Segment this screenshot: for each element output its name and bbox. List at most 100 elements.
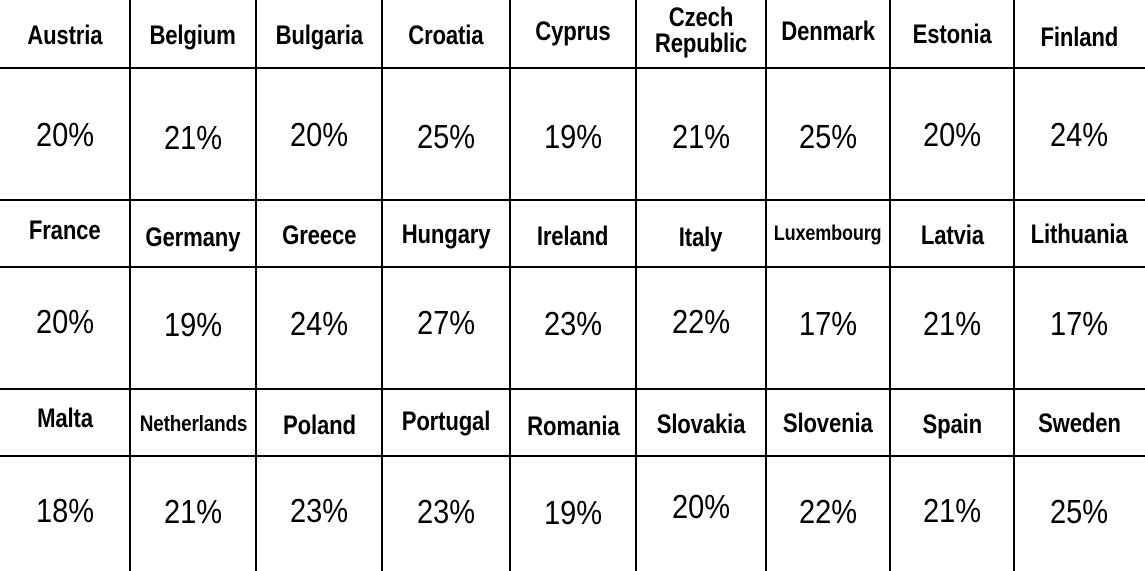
vat-rate-value: 17%: [798, 305, 858, 342]
country-name: Denmark: [781, 16, 875, 47]
country-cell: Germany: [130, 204, 256, 271]
country-name: Netherlands: [139, 411, 247, 437]
rate-cell: 27%: [382, 262, 510, 384]
vat-rate-value: 23%: [416, 492, 476, 530]
grid-line-vertical: [509, 0, 511, 571]
rate-cell: 21%: [636, 71, 766, 203]
grid-line-vertical: [381, 0, 383, 571]
country-name: Czech Republic: [654, 2, 748, 58]
rate-cell: 18%: [0, 453, 130, 568]
country-name: Poland: [282, 409, 356, 440]
vat-rate-value: 25%: [416, 118, 476, 155]
country-cell: Czech Republic: [636, 0, 766, 65]
country-name: Italy: [679, 221, 723, 252]
rate-cell: 24%: [256, 263, 382, 385]
country-cell: Cyprus: [510, 0, 636, 66]
country-name: Latvia: [920, 219, 984, 250]
country-cell: France: [0, 197, 130, 264]
country-cell: Denmark: [766, 0, 890, 66]
country-cell: Ireland: [510, 203, 636, 270]
vat-rate-value: 22%: [798, 492, 858, 530]
country-name: Croatia: [408, 20, 484, 51]
rate-cell: 23%: [382, 454, 510, 569]
rate-cell: 21%: [890, 263, 1014, 385]
country-name: Sweden: [1038, 407, 1121, 438]
country-name: Finland: [1040, 22, 1119, 53]
rate-cell: 25%: [1014, 454, 1145, 569]
grid-line-horizontal: [0, 266, 1145, 268]
vat-rate-value: 21%: [922, 305, 982, 342]
country-name: Austria: [27, 20, 103, 51]
rate-cell: 19%: [510, 455, 636, 570]
vat-rate-value: 22%: [671, 303, 731, 340]
vat-rate-value: 20%: [35, 116, 95, 153]
country-cell: Netherlands: [130, 391, 256, 458]
rate-cell: 19%: [130, 264, 256, 386]
vat-rate-value: 21%: [163, 492, 223, 530]
rate-cell: 21%: [130, 72, 256, 204]
country-cell: Luxembourg: [766, 200, 890, 267]
rate-cell: 20%: [636, 449, 766, 564]
vat-rate-value: 27%: [416, 304, 476, 341]
grid-line-horizontal: [0, 388, 1145, 390]
vat-rate-value: 24%: [1050, 116, 1109, 153]
country-cell: Portugal: [382, 388, 510, 455]
rate-cell: 19%: [510, 71, 636, 203]
vat-rate-value: 25%: [1050, 492, 1109, 530]
grid-line-horizontal: [0, 67, 1145, 69]
country-name: Greece: [281, 219, 357, 250]
vat-rate-value: 20%: [922, 116, 982, 153]
country-name: Belgium: [149, 20, 237, 51]
vat-rate-value: 25%: [798, 118, 858, 155]
country-name: Hungary: [401, 218, 491, 249]
country-cell: Latvia: [890, 202, 1014, 269]
rate-cell: 22%: [766, 454, 890, 569]
country-name: Portugal: [401, 405, 491, 436]
country-name: Ireland: [537, 220, 609, 251]
country-name: Slovenia: [783, 407, 873, 438]
country-cell: Italy: [636, 204, 766, 271]
country-cell: Poland: [256, 392, 382, 459]
vat-rate-value: 18%: [35, 491, 95, 529]
grid-line-vertical: [129, 0, 131, 571]
country-name: Germany: [145, 221, 241, 252]
vat-rate-value: 19%: [543, 493, 603, 531]
grid-line-vertical: [889, 0, 891, 571]
vat-rate-value: 19%: [163, 306, 223, 343]
grid-line-vertical: [255, 0, 257, 571]
country-cell: Bulgaria: [256, 2, 382, 70]
rate-cell: 20%: [0, 69, 130, 201]
vat-rate-value: 23%: [543, 305, 603, 342]
grid-line-vertical: [765, 0, 767, 571]
country-cell: Croatia: [382, 2, 510, 70]
rate-cell: 20%: [890, 69, 1014, 201]
vat-rate-value: 19%: [543, 118, 603, 155]
vat-rate-value: 20%: [671, 487, 731, 525]
grid-line-vertical: [635, 0, 637, 571]
country-cell: Slovakia: [636, 391, 766, 458]
vat-rate-value: 24%: [289, 305, 349, 342]
country-cell: Spain: [890, 391, 1014, 458]
rate-cell: 21%: [890, 453, 1014, 568]
country-cell: Malta: [0, 385, 130, 452]
country-name: Cyprus: [535, 16, 611, 47]
rate-cell: 25%: [382, 71, 510, 203]
rate-cell: 21%: [130, 454, 256, 569]
rate-cell: 23%: [256, 453, 382, 568]
country-name: Luxembourg: [774, 221, 882, 245]
country-cell: Lithuania: [1014, 201, 1145, 268]
vat-rate-value: 21%: [922, 491, 982, 529]
country-name: Lithuania: [1031, 218, 1128, 249]
grid-line-vertical: [1013, 0, 1015, 571]
country-cell: Austria: [0, 2, 130, 70]
vat-rate-value: 21%: [163, 119, 223, 156]
rate-cell: 20%: [256, 69, 382, 201]
country-name: Estonia: [912, 19, 992, 50]
grid-line-horizontal: [0, 455, 1145, 457]
vat-rate-value: 20%: [289, 116, 349, 153]
rate-cell: 25%: [766, 71, 890, 203]
vat-rate-value: 23%: [289, 491, 349, 529]
country-cell: Slovenia: [766, 390, 890, 457]
vat-rate-value: 21%: [671, 118, 731, 155]
